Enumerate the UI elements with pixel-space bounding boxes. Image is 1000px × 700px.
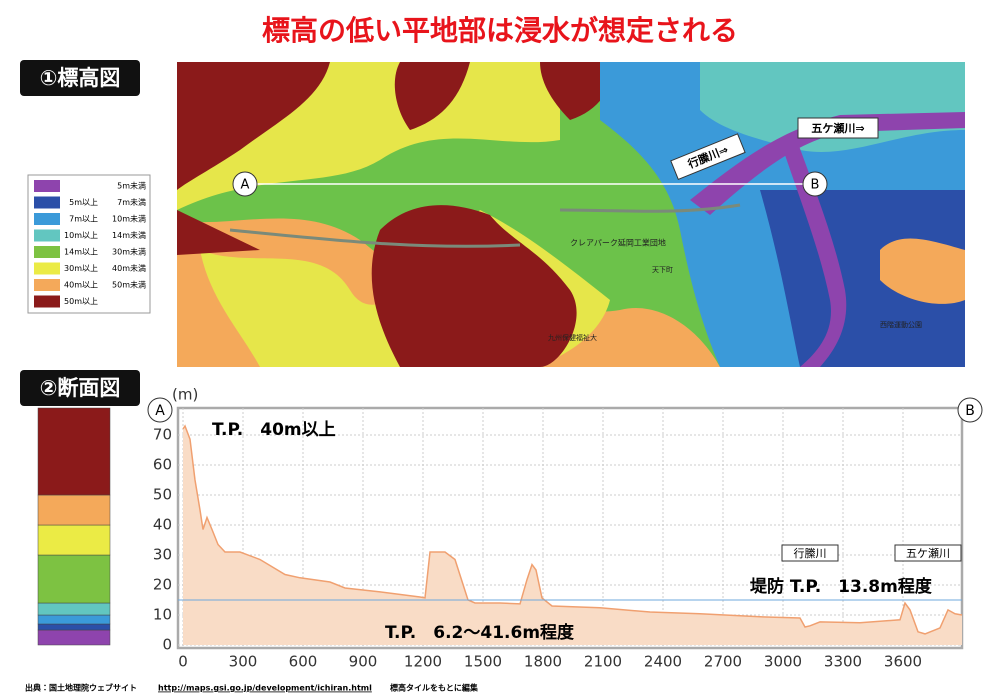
legend-from: 5m以上 [69,198,98,207]
point-marker [957,397,983,423]
place-label: 天下町 [652,266,673,274]
river-tag-label: 行縢川 [794,546,827,560]
section-label: ②断面図 [40,376,121,400]
point-label: B [811,178,820,193]
x-tick-label: 900 [349,653,378,671]
legend-swatch [34,279,60,291]
map-labels: A B 行縢川⇒ 五ケ瀬川⇒ クレアパーク延岡工業団地 九州保健福祉大 天下町 … [232,117,922,342]
y-tick-label: 20 [153,576,172,594]
x-tick-label: 1200 [404,653,442,671]
legend-swatch [34,213,60,225]
legend-swatch [34,196,60,209]
y-tick-label: 30 [153,546,172,564]
x-tick-label: 1800 [524,653,562,671]
river-tag [797,117,879,139]
section-label: ①標高図 [40,66,121,90]
elevation-band [37,407,111,496]
page-title: 標高の低い平地部は浸水が想定される [262,14,738,47]
point-label: A [155,403,165,419]
legend-to: 7m未満 [117,197,146,207]
profile-line [182,424,963,635]
point-marker [232,171,258,197]
x-tick-label: 3300 [824,653,862,671]
x-tick-label: 600 [289,653,318,671]
x-tick-label: 2700 [704,653,742,671]
x-tick-label: 2100 [584,653,622,671]
place-label: クレアパーク延岡工業団地 [570,238,666,248]
legend: 5m未満 5m以上 7m未満 7m以上 10m未満 10m以上 14m未満 14m以上 30m未… [34,180,146,308]
x-tick-label: 1500 [464,653,502,671]
legend-to: 40m未満 [112,263,146,273]
legend-swatch [34,246,60,258]
legend-from: 7m以上 [69,215,98,224]
map [177,62,965,367]
footer-url: http://maps.gsi.go.jp/development/ichira… [158,684,372,693]
footer-source: 出典：国土地理院ウェブサイト [25,683,137,693]
area-fill [183,426,962,645]
y-tick-label: 60 [153,456,172,474]
elevation-band [37,623,111,631]
legend-to: 30m未満 [112,247,146,257]
y-tick-label: 0 [162,636,172,654]
river-tag [670,133,746,181]
elevation-band [37,554,111,604]
legend-swatch [34,180,60,192]
legend-swatch [34,262,60,275]
section-box [20,370,140,406]
legend-to: 50m未満 [112,280,146,290]
point-marker [147,397,173,423]
point-marker [802,171,828,197]
annotation: 堤防 T.P. 13.8m程度 [750,576,933,597]
legend-from: 50m以上 [64,297,98,306]
place-label: 九州保健福祉大 [548,333,597,342]
legend-from: 30m以上 [64,264,98,273]
x-tick-label: 2400 [644,653,682,671]
y-unit-label: (m) [172,386,198,404]
river-label: 五ケ瀬川⇒ [811,121,864,135]
river-tag-label: 五ケ瀬川 [906,546,950,560]
footer-note: 標高タイルをもとに編集 [390,683,479,693]
y-tick-label: 50 [153,486,172,504]
y-tick-label: 10 [153,606,172,624]
elevation-band [37,494,111,526]
elevation-band [37,524,111,556]
annotation: T.P. 6.2〜41.6m程度 [385,622,575,643]
river-tag [781,544,839,562]
legend-from: 14m以上 [64,248,98,257]
point-label: A [241,178,250,193]
elevation-band [37,602,111,616]
elevation-band [37,614,111,625]
x-tick-label: 3000 [764,653,802,671]
legend-to: 10m未満 [112,214,146,224]
elevation-band [37,629,111,646]
annotation: T.P. 40m以上 [212,420,336,440]
profile-chart: 0 10 20 30 40 50 60 70 0 300 600 900 1200 1500 1800 210… [37,386,983,671]
legend-box [27,174,151,314]
legend-to: 5m未満 [117,181,146,191]
x-tick-label: 0 [178,653,188,671]
legend-from: 40m以上 [64,281,98,290]
place-label: 西階運動公園 [880,320,922,329]
river-tag [894,544,962,562]
point-label: B [965,403,975,419]
legend-from: 10m以上 [64,231,98,240]
x-tick-label: 3600 [884,653,922,671]
legend-swatch [34,295,60,308]
y-tick-label: 70 [153,426,172,444]
legend-swatch [34,229,60,242]
x-tick-label: 300 [229,653,258,671]
section-box [20,60,140,96]
y-tick-label: 40 [153,516,172,534]
legend-to: 14m未満 [112,230,146,240]
